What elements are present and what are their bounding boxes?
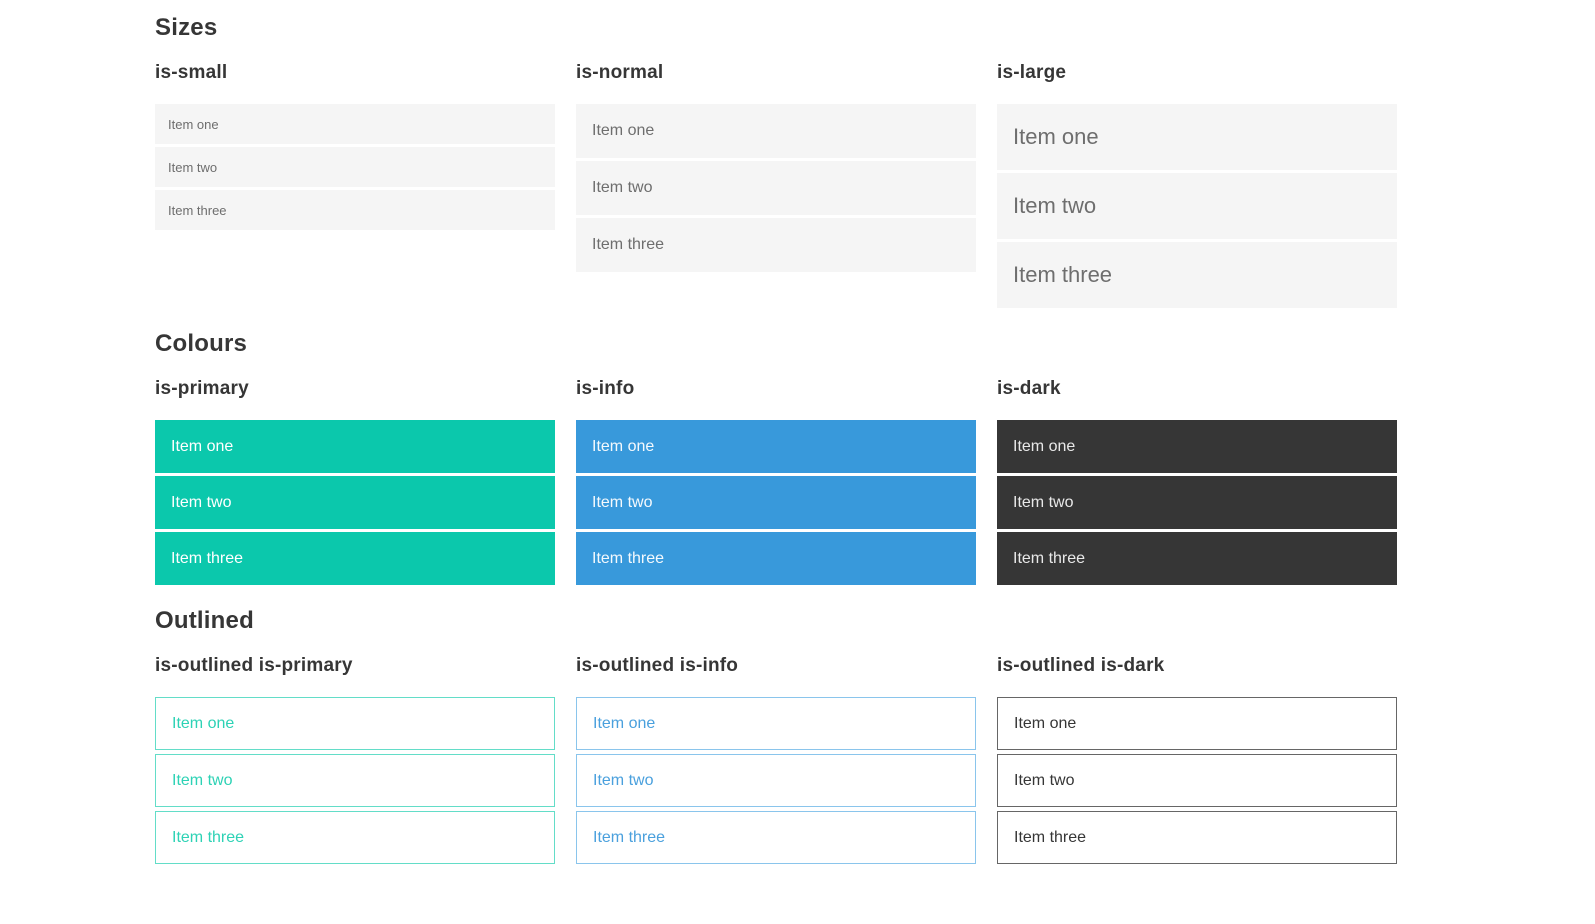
section-colours: Colours is-primary Item one Item two Ite… xyxy=(155,331,1397,588)
list-item[interactable]: Item one xyxy=(155,104,555,144)
group-is-primary: is-primary Item one Item two Item three xyxy=(155,378,555,588)
group-label-is-primary: is-primary xyxy=(155,378,249,399)
list-item[interactable]: Item three xyxy=(576,811,976,864)
list-item[interactable]: Item three xyxy=(155,190,555,230)
list-item[interactable]: Item one xyxy=(155,697,555,750)
section-title-sizes: Sizes xyxy=(155,14,218,41)
list-large: Item one Item two Item three xyxy=(997,104,1397,308)
group-is-large: is-large Item one Item two Item three xyxy=(997,62,1397,311)
list-dark: Item one Item two Item three xyxy=(997,420,1397,585)
group-label-is-large: is-large xyxy=(997,62,1067,83)
sizes-row: is-small Item one Item two Item three is… xyxy=(155,62,1397,311)
group-label-outlined-primary: is-outlined is-primary xyxy=(155,655,353,676)
list-item[interactable]: Item one xyxy=(576,420,976,473)
list-item[interactable]: Item two xyxy=(997,754,1397,807)
group-is-normal: is-normal Item one Item two Item three xyxy=(576,62,976,311)
list-item[interactable]: Item two xyxy=(576,754,976,807)
section-outlined: Outlined is-outlined is-primary Item one… xyxy=(155,608,1397,868)
list-item[interactable]: Item two xyxy=(155,147,555,187)
outlined-row: is-outlined is-primary Item one Item two… xyxy=(155,655,1397,868)
list-item[interactable]: Item one xyxy=(997,420,1397,473)
group-label-is-info: is-info xyxy=(576,378,635,399)
group-label-outlined-info: is-outlined is-info xyxy=(576,655,739,676)
list-outlined-primary: Item one Item two Item three xyxy=(155,697,555,864)
list-item[interactable]: Item two xyxy=(155,476,555,529)
list-item[interactable]: Item one xyxy=(576,697,976,750)
list-info: Item one Item two Item three xyxy=(576,420,976,585)
section-sizes: Sizes is-small Item one Item two Item th… xyxy=(155,15,1397,311)
colours-row: is-primary Item one Item two Item three … xyxy=(155,378,1397,588)
list-primary: Item one Item two Item three xyxy=(155,420,555,585)
group-label-outlined-dark: is-outlined is-dark xyxy=(997,655,1165,676)
group-is-dark: is-dark Item one Item two Item three xyxy=(997,378,1397,588)
group-label-is-dark: is-dark xyxy=(997,378,1061,399)
list-item[interactable]: Item two xyxy=(997,173,1397,239)
list-item[interactable]: Item one xyxy=(155,420,555,473)
group-is-info: is-info Item one Item two Item three xyxy=(576,378,976,588)
list-outlined-info: Item one Item two Item three xyxy=(576,697,976,864)
group-outlined-info: is-outlined is-info Item one Item two It… xyxy=(576,655,976,868)
list-item[interactable]: Item three xyxy=(576,532,976,585)
list-item[interactable]: Item two xyxy=(576,476,976,529)
list-item[interactable]: Item one xyxy=(997,104,1397,170)
list-item[interactable]: Item three xyxy=(997,532,1397,585)
list-item[interactable]: Item three xyxy=(997,811,1397,864)
list-item[interactable]: Item two xyxy=(997,476,1397,529)
section-title-outlined: Outlined xyxy=(155,607,254,634)
list-item[interactable]: Item two xyxy=(576,161,976,215)
list-item[interactable]: Item one xyxy=(997,697,1397,750)
list-item[interactable]: Item two xyxy=(155,754,555,807)
group-label-is-small: is-small xyxy=(155,62,228,83)
list-item[interactable]: Item three xyxy=(576,218,976,272)
list-item[interactable]: Item three xyxy=(997,242,1397,308)
list-item[interactable]: Item one xyxy=(576,104,976,158)
group-label-is-normal: is-normal xyxy=(576,62,664,83)
group-outlined-primary: is-outlined is-primary Item one Item two… xyxy=(155,655,555,868)
list-normal: Item one Item two Item three xyxy=(576,104,976,272)
list-item[interactable]: Item three xyxy=(155,532,555,585)
group-outlined-dark: is-outlined is-dark Item one Item two It… xyxy=(997,655,1397,868)
list-small: Item one Item two Item three xyxy=(155,104,555,230)
list-outlined-dark: Item one Item two Item three xyxy=(997,697,1397,864)
section-title-colours: Colours xyxy=(155,330,248,357)
list-item[interactable]: Item three xyxy=(155,811,555,864)
group-is-small: is-small Item one Item two Item three xyxy=(155,62,555,311)
